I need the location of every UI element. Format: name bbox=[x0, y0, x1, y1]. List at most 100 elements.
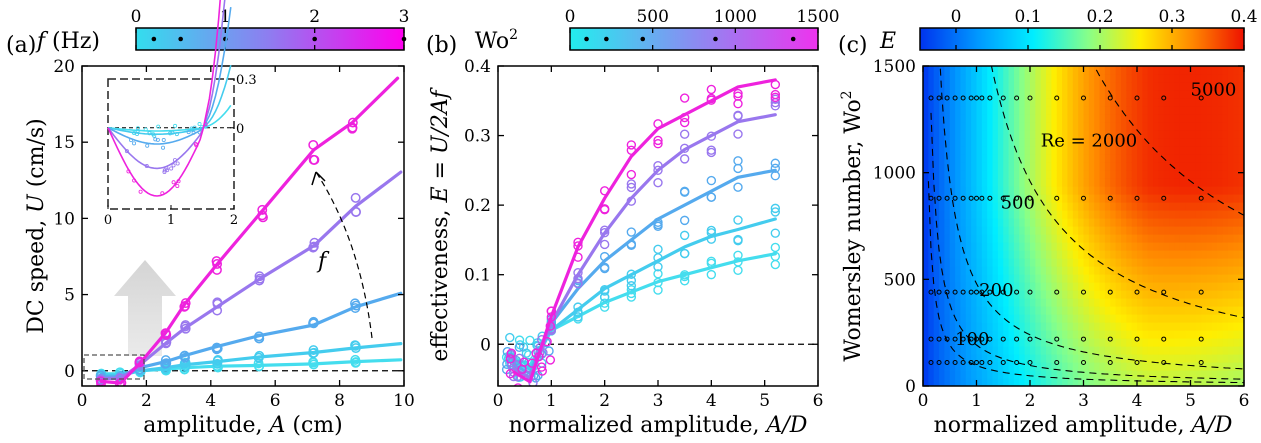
heatmap-cell bbox=[1120, 82, 1127, 91]
data-point-f-1 bbox=[211, 344, 222, 355]
inset-curve-f-0.5 bbox=[107, 64, 232, 135]
heatmap-cell bbox=[1201, 138, 1208, 147]
heatmap-cell bbox=[1051, 66, 1058, 75]
heatmap-cell bbox=[1238, 234, 1244, 243]
heatmap-cell bbox=[1174, 194, 1181, 203]
heatmap-cell bbox=[1147, 322, 1154, 331]
heatmap-cell bbox=[1222, 74, 1229, 83]
heatmap-cell bbox=[1179, 314, 1186, 323]
inset-point bbox=[132, 178, 137, 183]
heatmap-cell bbox=[1104, 362, 1111, 371]
heatmap-cell bbox=[1024, 106, 1031, 115]
heatmap-cell bbox=[1110, 306, 1117, 315]
data-point-wo2-1350 bbox=[679, 93, 690, 103]
sample-point bbox=[928, 336, 934, 342]
heatmap-cell bbox=[1072, 338, 1079, 347]
heatmap-cell bbox=[1035, 162, 1042, 171]
heatmap-cell bbox=[965, 202, 972, 211]
heatmap-cell bbox=[944, 202, 951, 211]
heatmap-cell bbox=[987, 282, 994, 291]
heatmap-cell bbox=[1153, 354, 1159, 363]
heatmap-cell bbox=[1013, 202, 1020, 211]
heatmap-cell bbox=[1158, 298, 1165, 307]
heatmap-cell bbox=[965, 74, 972, 83]
heatmap-cell bbox=[1195, 338, 1202, 347]
heatmap-cell bbox=[949, 290, 956, 299]
heatmap-cell bbox=[949, 242, 956, 251]
heatmap-cell bbox=[987, 106, 994, 115]
heatmap-cell bbox=[1147, 98, 1154, 107]
inset-point bbox=[173, 123, 178, 128]
data-point-wo2-440 bbox=[544, 346, 554, 356]
heatmap-cell bbox=[1110, 322, 1117, 331]
heatmap-cell bbox=[1185, 330, 1192, 339]
data-point-f-3 bbox=[309, 154, 320, 165]
heatmap-cell bbox=[960, 362, 967, 371]
heatmap-cell bbox=[1056, 266, 1063, 275]
heatmap-cell bbox=[1147, 282, 1154, 291]
heatmap-cell bbox=[981, 282, 988, 291]
heatmap-cell bbox=[1110, 346, 1117, 355]
heatmap-cell bbox=[1195, 234, 1202, 243]
sample-point bbox=[1000, 95, 1006, 101]
heatmap-cell bbox=[1094, 314, 1101, 323]
heatmap-cell bbox=[1056, 218, 1063, 227]
heatmap-cell bbox=[1222, 178, 1229, 187]
heatmap-cell bbox=[1190, 98, 1197, 107]
heatmap-cell bbox=[1227, 122, 1234, 131]
heatmap-cell bbox=[1040, 250, 1047, 259]
heatmap-cell bbox=[933, 306, 940, 315]
heatmap-cell bbox=[949, 178, 956, 187]
heatmap-cell bbox=[1153, 130, 1159, 139]
heatmap-cell bbox=[1174, 290, 1181, 299]
heatmap-cell bbox=[1035, 178, 1042, 187]
heatmap-cell bbox=[971, 146, 978, 155]
heatmap-cell bbox=[1233, 282, 1240, 291]
heatmap-cell bbox=[1013, 314, 1020, 323]
heatmap-cell bbox=[1227, 202, 1234, 211]
heatmap-cell bbox=[1190, 138, 1197, 147]
heatmap-cell bbox=[1062, 146, 1069, 155]
heatmap-cell bbox=[1227, 290, 1234, 299]
heatmap-cell bbox=[955, 362, 962, 371]
heatmap-cell bbox=[1083, 266, 1090, 275]
heatmap-cell bbox=[1201, 290, 1208, 299]
heatmap-cell bbox=[1238, 282, 1244, 291]
heatmap-cell bbox=[1126, 170, 1133, 179]
heatmap-cell bbox=[1115, 266, 1122, 275]
heatmap-cell bbox=[981, 354, 988, 363]
heatmap-cell bbox=[1067, 322, 1074, 331]
heatmap-cell bbox=[992, 298, 999, 307]
heatmap-cell bbox=[1163, 138, 1170, 147]
heatmap-cell bbox=[933, 90, 940, 99]
heatmap-cell bbox=[1153, 258, 1159, 267]
heatmap-cell bbox=[1094, 154, 1101, 163]
heatmap-cell bbox=[1217, 202, 1224, 211]
sample-point bbox=[974, 289, 979, 295]
heatmap-cell bbox=[1040, 378, 1047, 386]
heatmap-cell bbox=[1233, 258, 1240, 267]
heatmap-cell bbox=[1174, 130, 1181, 139]
heatmap-cell bbox=[965, 226, 972, 235]
heatmap-cell bbox=[933, 106, 940, 115]
heatmap-cell bbox=[955, 298, 962, 307]
heatmap-cell bbox=[992, 178, 999, 187]
sample-point bbox=[979, 336, 985, 342]
heatmap-cell bbox=[1211, 242, 1218, 251]
heatmap-cell bbox=[923, 370, 929, 379]
heatmap-cell bbox=[1120, 146, 1127, 155]
heatmap-cell bbox=[1067, 226, 1074, 235]
colorbar-tick-label: 0.3 bbox=[1158, 7, 1185, 27]
heatmap-cell bbox=[955, 146, 962, 155]
heatmap-cell bbox=[976, 66, 983, 75]
data-point-wo2-100 bbox=[599, 298, 610, 308]
heatmap-cell bbox=[1185, 106, 1192, 115]
inset-curve-f-0.2 bbox=[107, 104, 232, 132]
heatmap-cell bbox=[1222, 106, 1229, 115]
data-point-wo2-880 bbox=[679, 154, 690, 164]
heatmap-cell bbox=[1120, 234, 1127, 243]
heatmap-cell bbox=[1046, 98, 1052, 107]
heatmap-cell bbox=[1163, 322, 1170, 331]
data-point-f-2 bbox=[309, 237, 320, 248]
heatmap-cell bbox=[1088, 362, 1095, 371]
